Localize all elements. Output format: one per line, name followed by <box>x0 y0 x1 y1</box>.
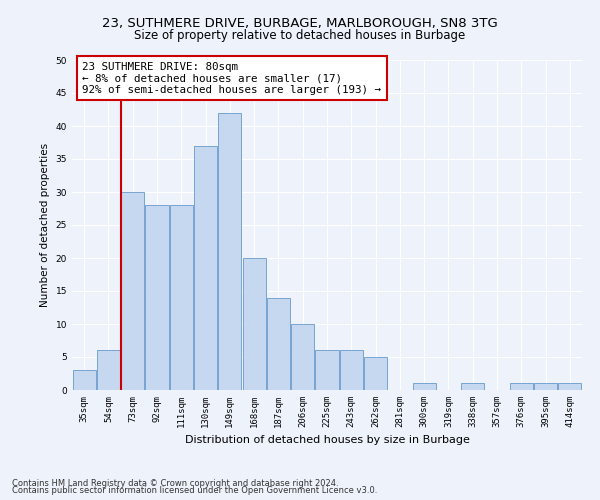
Bar <box>73 370 95 390</box>
Bar <box>291 324 314 390</box>
Y-axis label: Number of detached properties: Number of detached properties <box>40 143 50 307</box>
Bar <box>316 350 338 390</box>
Bar <box>340 350 363 390</box>
Bar <box>121 192 144 390</box>
Bar <box>145 205 169 390</box>
Bar <box>364 357 387 390</box>
Bar <box>218 113 241 390</box>
Bar <box>194 146 217 390</box>
Text: Size of property relative to detached houses in Burbage: Size of property relative to detached ho… <box>134 29 466 42</box>
Bar <box>170 205 193 390</box>
Bar <box>242 258 266 390</box>
Text: Contains public sector information licensed under the Open Government Licence v3: Contains public sector information licen… <box>12 486 377 495</box>
Bar <box>267 298 290 390</box>
Bar <box>534 384 557 390</box>
Bar <box>413 384 436 390</box>
Bar <box>97 350 120 390</box>
X-axis label: Distribution of detached houses by size in Burbage: Distribution of detached houses by size … <box>185 436 469 446</box>
Bar <box>461 384 484 390</box>
Text: 23, SUTHMERE DRIVE, BURBAGE, MARLBOROUGH, SN8 3TG: 23, SUTHMERE DRIVE, BURBAGE, MARLBOROUGH… <box>102 18 498 30</box>
Bar <box>510 384 533 390</box>
Bar <box>559 384 581 390</box>
Text: 23 SUTHMERE DRIVE: 80sqm
← 8% of detached houses are smaller (17)
92% of semi-de: 23 SUTHMERE DRIVE: 80sqm ← 8% of detache… <box>82 62 381 95</box>
Text: Contains HM Land Registry data © Crown copyright and database right 2024.: Contains HM Land Registry data © Crown c… <box>12 478 338 488</box>
